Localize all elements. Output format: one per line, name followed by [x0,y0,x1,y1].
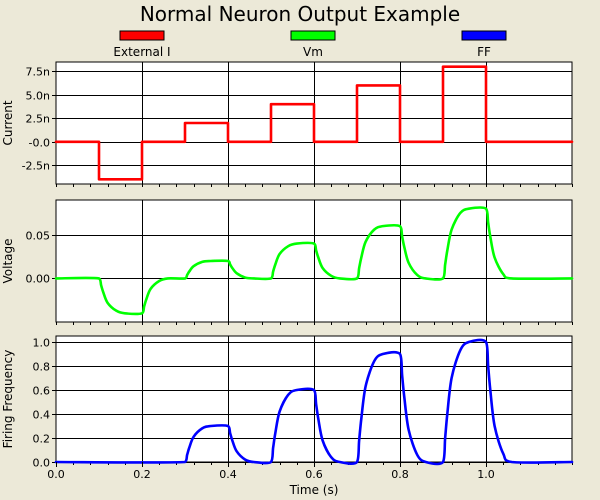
y-tick-label: 1.0 [33,337,51,350]
y-tick-label: 0.2 [33,433,51,446]
legend-swatch [290,30,336,41]
x-tick-label: 0.4 [219,468,237,481]
legend-label: FF [477,45,491,59]
y-tick-label: 0.05 [26,230,51,243]
y-tick-label: 0.0 [33,457,51,470]
y-tick-label: 0.4 [33,409,51,422]
x-tick-label: 0.0 [47,468,65,481]
legend-swatch [461,30,507,41]
y-tick-label: 0.8 [33,361,51,374]
series-line-vm [54,206,574,316]
y-tick-label: 2.5n [26,113,50,126]
chart-title: Normal Neuron Output Example [140,2,460,26]
x-axis-label: Time (s) [289,483,339,497]
legend-label: External I [113,45,170,59]
x-tick-label: 0.6 [305,468,323,481]
x-tick-label: 0.2 [133,468,151,481]
y-tick-label: -2.5n [22,160,50,173]
series-line-external-i [54,65,574,181]
y-tick-label: 7.5n [26,66,50,79]
y-tick-label: 0.6 [33,385,51,398]
y-axis-label: Firing Frequency [1,350,15,449]
x-tick-label: 0.8 [391,468,409,481]
y-axis-label: Voltage [1,238,15,283]
y-tick-label: 5.0n [26,90,50,103]
legend-label: Vm [303,45,323,59]
y-axis-label: Current [1,100,15,145]
y-tick-label: -0.0 [29,137,50,150]
x-tick-label: 1.0 [477,468,495,481]
series-line-ff [54,338,574,466]
y-tick-label: 0.00 [26,273,51,286]
legend-swatch [119,30,165,41]
